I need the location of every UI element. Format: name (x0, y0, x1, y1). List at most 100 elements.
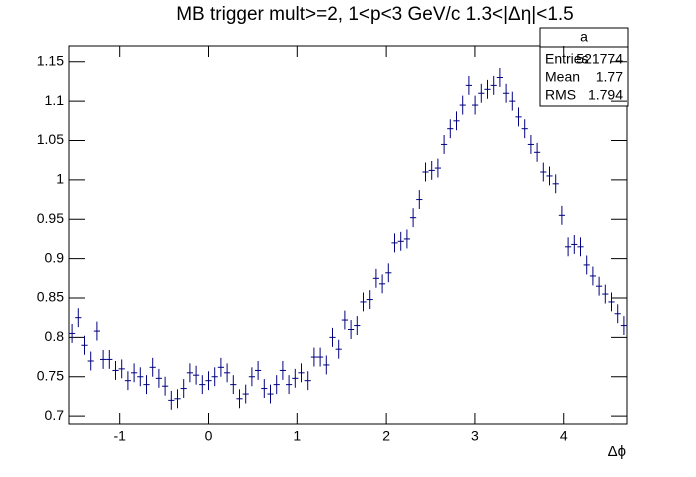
data-point (255, 361, 262, 380)
data-point (434, 158, 441, 178)
data-point (341, 310, 348, 330)
stats-title: a (580, 29, 588, 45)
data-point (453, 111, 460, 131)
data-point (286, 375, 293, 395)
data-point (273, 375, 280, 395)
stats-label: RMS (545, 87, 576, 103)
x-tick-label: 2 (382, 428, 390, 444)
data-point (143, 375, 150, 395)
data-point (180, 379, 187, 399)
data-point (577, 237, 584, 257)
data-point (335, 339, 342, 359)
data-point (515, 107, 522, 127)
data-point (366, 290, 373, 310)
data-point (317, 347, 324, 367)
data-point (558, 205, 565, 225)
data-point (205, 371, 212, 391)
x-tick-label: 0 (205, 428, 213, 444)
data-point (354, 316, 361, 336)
stats-value: 1.77 (596, 69, 623, 85)
y-tick-label: 0.7 (45, 407, 65, 423)
data-point (75, 308, 82, 328)
data-point (379, 274, 386, 294)
data-point (217, 357, 224, 377)
x-tick-label: 4 (560, 428, 568, 444)
data-point (503, 83, 510, 103)
y-tick-label: 0.8 (45, 328, 65, 344)
data-point (261, 379, 268, 399)
data-point (348, 320, 355, 339)
data-point (602, 284, 609, 304)
data-point (496, 68, 503, 87)
data-point (248, 367, 255, 387)
data-point (385, 263, 392, 283)
data-point (193, 365, 200, 385)
stats-value: 1.794 (588, 87, 623, 103)
stats-value: 521774 (576, 51, 623, 67)
data-point (199, 375, 206, 395)
data-point (534, 142, 541, 162)
data-point (465, 75, 472, 95)
data-point (484, 79, 491, 99)
data-point (372, 268, 379, 288)
data-point (397, 231, 404, 251)
data-point (323, 355, 330, 375)
data-point (87, 351, 94, 371)
y-tick-label: 1.15 (37, 52, 64, 68)
y-tick-label: 0.75 (37, 367, 64, 383)
x-axis-label: Δϕ (608, 443, 626, 460)
data-point (540, 162, 547, 182)
x-tick-label: -1 (113, 428, 126, 444)
data-point (583, 255, 590, 275)
data-point (118, 359, 125, 379)
data-point (137, 367, 144, 387)
data-point (155, 368, 162, 388)
data-point (614, 304, 621, 324)
data-point (186, 363, 193, 383)
data-point (428, 160, 435, 180)
data-point (298, 363, 305, 383)
data-point (162, 376, 169, 396)
data-point (131, 363, 138, 383)
data-point (403, 229, 410, 249)
data-point (236, 389, 243, 409)
y-tick-label: 0.95 (37, 210, 64, 226)
data-point (211, 367, 218, 387)
data-point (124, 371, 131, 391)
chart-title: MB trigger mult>=2, 1<p<3 GeV/c 1.3<|Δη|… (176, 4, 574, 25)
data-point (267, 384, 274, 404)
data-point (410, 208, 417, 228)
data-point (230, 375, 237, 395)
data-point (112, 361, 119, 380)
data-point (459, 95, 466, 115)
data-point (242, 384, 249, 404)
stats-label: Mean (545, 69, 580, 85)
data-point (589, 266, 596, 286)
data-point (596, 276, 603, 296)
data-point (69, 323, 76, 343)
data-point (620, 316, 627, 336)
data-point (509, 91, 516, 111)
data-point (571, 235, 578, 254)
x-tick-label: 1 (293, 428, 301, 444)
data-point (100, 349, 107, 369)
data-point (565, 237, 572, 257)
plot-frame (68, 45, 628, 425)
stats-label: Entries (545, 51, 589, 67)
data-point (441, 134, 448, 154)
data-point (416, 190, 423, 210)
data-point (422, 162, 429, 182)
data-point (106, 349, 113, 369)
data-point (552, 174, 559, 194)
data-point (360, 292, 367, 312)
data-point (93, 321, 100, 341)
data-point (279, 361, 286, 380)
data-point (490, 75, 497, 95)
y-tick-label: 0.85 (37, 289, 64, 305)
y-tick-label: 0.9 (45, 249, 65, 265)
y-tick-label: 1.05 (37, 131, 64, 147)
data-point (608, 292, 615, 312)
data-point (447, 119, 454, 139)
data-point (527, 134, 534, 154)
